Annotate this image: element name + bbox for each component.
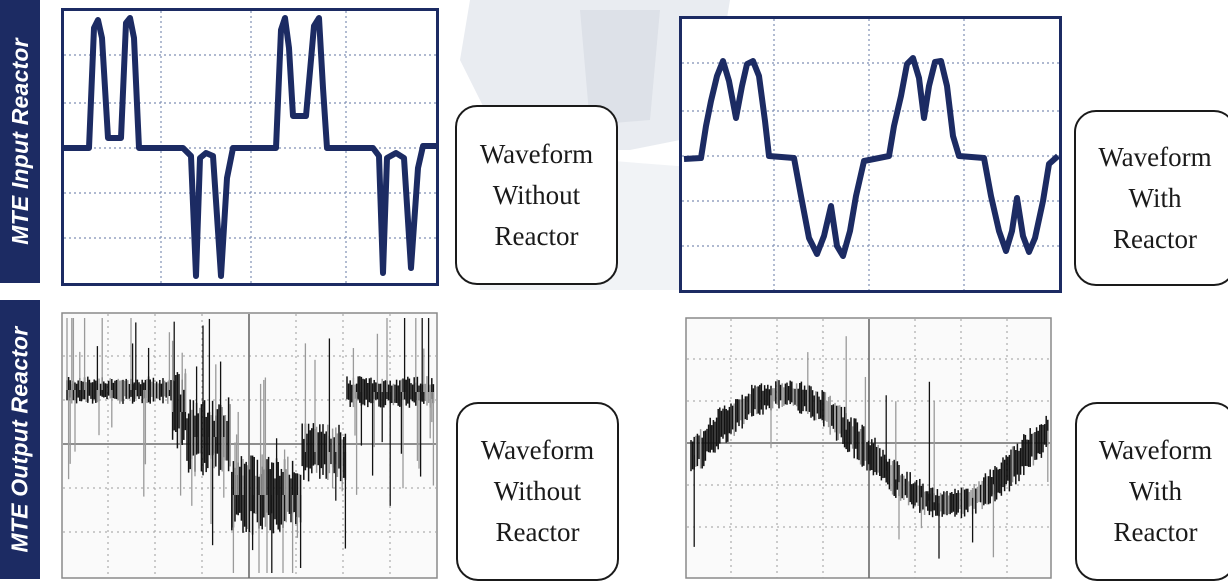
caption-input-without-reactor: Waveform Without Reactor [455, 105, 618, 285]
caption-output-without-reactor: Waveform Without Reactor [456, 402, 619, 581]
waveform-trace [683, 55, 1060, 259]
input-reactor-label: MTE Input Reactor [0, 0, 40, 283]
input-waveform-without-reactor [61, 8, 439, 286]
output-reactor-label: MTE Output Reactor [0, 300, 40, 579]
noisy-waveform-trace [690, 336, 1049, 559]
output-waveform-with-reactor [685, 317, 1052, 579]
waveform-trace [64, 15, 437, 279]
output-waveform-without-reactor [61, 312, 438, 579]
caption-input-with-reactor: Waveform With Reactor [1074, 110, 1228, 286]
caption-output-with-reactor: Waveform With Reactor [1075, 402, 1228, 581]
noisy-waveform-trace [66, 318, 435, 573]
input-waveform-with-reactor [679, 16, 1062, 293]
